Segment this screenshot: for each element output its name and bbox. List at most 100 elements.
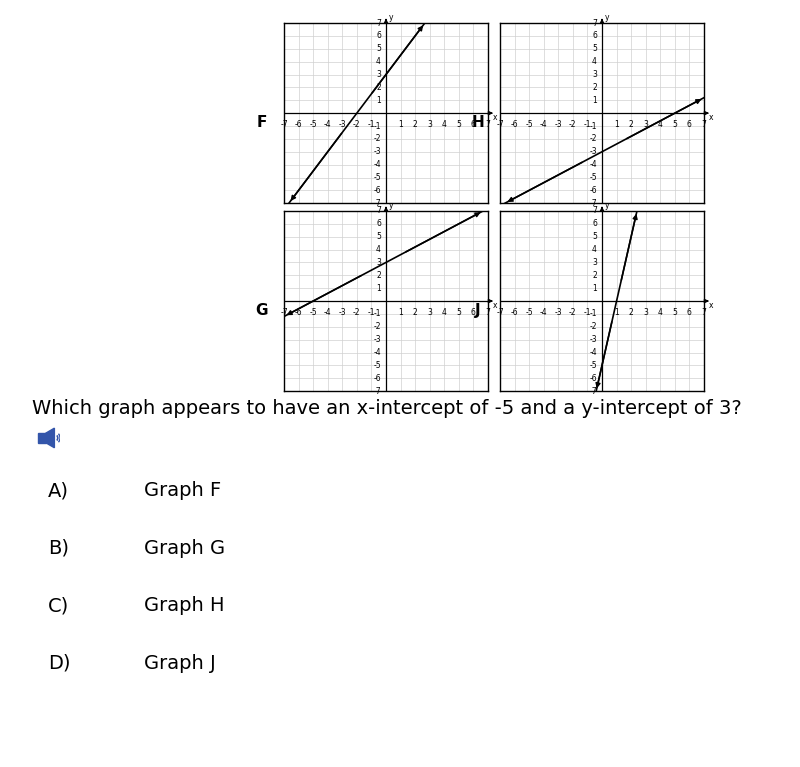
Text: -3: -3 xyxy=(338,120,346,129)
Text: 2: 2 xyxy=(413,308,418,317)
Text: 5: 5 xyxy=(673,308,678,317)
Text: 1: 1 xyxy=(592,284,597,293)
Text: 5: 5 xyxy=(457,120,462,129)
Text: -3: -3 xyxy=(338,308,346,317)
Text: 7: 7 xyxy=(702,308,706,317)
Text: -7: -7 xyxy=(374,199,381,208)
Text: -4: -4 xyxy=(324,308,331,317)
Text: -4: -4 xyxy=(374,348,381,357)
Text: 2: 2 xyxy=(629,120,634,129)
Text: -1: -1 xyxy=(590,309,597,318)
Text: C): C) xyxy=(48,597,70,615)
Text: 7: 7 xyxy=(592,18,597,28)
Text: -2: -2 xyxy=(590,134,597,143)
Text: 7: 7 xyxy=(702,120,706,129)
Text: y: y xyxy=(605,201,610,209)
Text: 7: 7 xyxy=(376,206,381,216)
Text: -7: -7 xyxy=(590,199,597,208)
Text: 7: 7 xyxy=(486,308,490,317)
Text: y: y xyxy=(389,201,394,209)
Text: -3: -3 xyxy=(554,120,562,129)
Text: Graph G: Graph G xyxy=(144,539,225,558)
Text: 3: 3 xyxy=(376,258,381,267)
Text: -7: -7 xyxy=(496,308,504,317)
Text: -5: -5 xyxy=(374,173,381,182)
Text: -6: -6 xyxy=(510,120,518,129)
Text: Which graph appears to have an x-intercept of -5 and a y-intercept of 3?: Which graph appears to have an x-interce… xyxy=(32,400,742,418)
Text: -2: -2 xyxy=(569,120,577,129)
Text: Graph F: Graph F xyxy=(144,482,222,500)
Text: 1: 1 xyxy=(614,120,619,129)
Text: -5: -5 xyxy=(310,308,317,317)
Text: 6: 6 xyxy=(471,120,476,129)
Text: x: x xyxy=(708,114,713,122)
Text: 6: 6 xyxy=(471,308,476,317)
Text: -1: -1 xyxy=(374,121,381,130)
Text: -1: -1 xyxy=(374,309,381,318)
Text: -6: -6 xyxy=(590,186,597,195)
Text: -7: -7 xyxy=(374,387,381,396)
Text: -7: -7 xyxy=(280,308,288,317)
Text: 4: 4 xyxy=(442,308,446,317)
Text: 6: 6 xyxy=(687,120,692,129)
Text: Graph H: Graph H xyxy=(144,597,225,615)
Text: x: x xyxy=(492,301,497,310)
Text: 7: 7 xyxy=(376,18,381,28)
Text: -1: -1 xyxy=(368,120,375,129)
Text: x: x xyxy=(708,301,713,310)
Text: 4: 4 xyxy=(442,120,446,129)
Text: 1: 1 xyxy=(376,96,381,105)
Text: D): D) xyxy=(48,654,70,673)
Text: 4: 4 xyxy=(376,57,381,66)
Text: -4: -4 xyxy=(540,308,547,317)
Text: 2: 2 xyxy=(376,83,381,92)
Text: 4: 4 xyxy=(592,245,597,254)
Text: 4: 4 xyxy=(658,308,662,317)
Text: 7: 7 xyxy=(486,120,490,129)
Text: -5: -5 xyxy=(374,361,381,370)
Text: -2: -2 xyxy=(374,322,381,331)
Text: 2: 2 xyxy=(592,83,597,92)
Text: -3: -3 xyxy=(590,147,597,156)
Text: 2: 2 xyxy=(413,120,418,129)
Text: 3: 3 xyxy=(427,120,432,129)
Text: y: y xyxy=(389,13,394,21)
Text: -2: -2 xyxy=(374,134,381,143)
Text: -6: -6 xyxy=(510,308,518,317)
Text: -7: -7 xyxy=(590,387,597,396)
Text: -4: -4 xyxy=(324,120,331,129)
Text: -5: -5 xyxy=(590,361,597,370)
Text: 6: 6 xyxy=(376,31,381,41)
Text: 5: 5 xyxy=(376,232,381,241)
Text: -6: -6 xyxy=(374,186,381,195)
Text: 6: 6 xyxy=(376,219,381,229)
Text: -3: -3 xyxy=(374,335,381,344)
Text: F: F xyxy=(257,114,266,130)
Text: -7: -7 xyxy=(496,120,504,129)
Text: 1: 1 xyxy=(614,308,619,317)
Text: -5: -5 xyxy=(310,120,317,129)
Text: 6: 6 xyxy=(592,219,597,229)
Text: -2: -2 xyxy=(590,322,597,331)
Text: -6: -6 xyxy=(374,374,381,383)
Text: -5: -5 xyxy=(526,308,533,317)
Text: 4: 4 xyxy=(376,245,381,254)
Polygon shape xyxy=(38,433,46,443)
Text: -1: -1 xyxy=(590,121,597,130)
Text: 1: 1 xyxy=(398,120,403,129)
Text: 6: 6 xyxy=(687,308,692,317)
Text: -3: -3 xyxy=(554,308,562,317)
Text: 3: 3 xyxy=(592,70,597,79)
Text: 3: 3 xyxy=(376,70,381,79)
Text: 1: 1 xyxy=(398,308,403,317)
Text: 7: 7 xyxy=(592,206,597,216)
Text: -2: -2 xyxy=(353,120,361,129)
Text: -4: -4 xyxy=(374,160,381,170)
Text: -1: -1 xyxy=(368,308,375,317)
Text: 4: 4 xyxy=(592,57,597,66)
Text: -3: -3 xyxy=(590,335,597,344)
Text: -2: -2 xyxy=(569,308,577,317)
Text: 5: 5 xyxy=(673,120,678,129)
Text: -1: -1 xyxy=(584,308,591,317)
Text: 5: 5 xyxy=(592,232,597,241)
